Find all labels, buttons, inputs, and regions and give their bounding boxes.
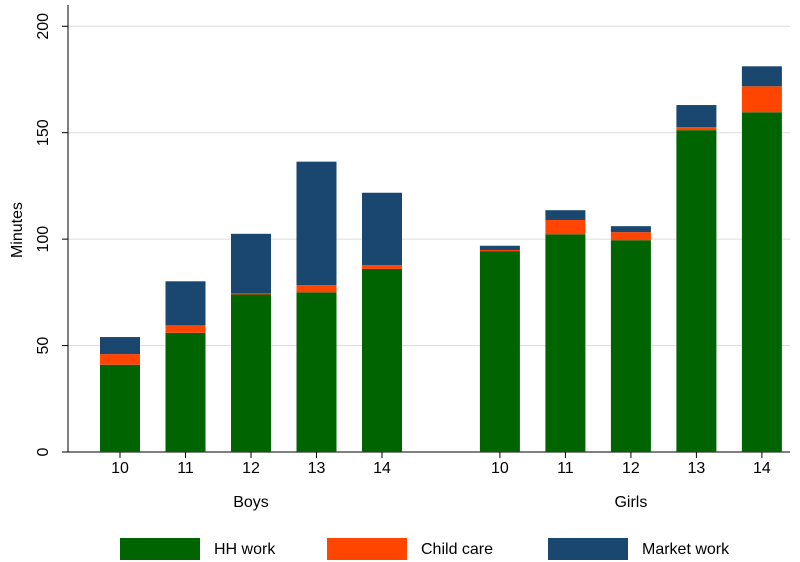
legend-swatch (120, 538, 200, 560)
y-tick-label: 100 (35, 226, 52, 253)
x-tick-label: 13 (308, 460, 326, 477)
legend-label: Child care (421, 541, 493, 558)
bar-segment (545, 234, 586, 452)
y-tick-label: 0 (35, 447, 52, 456)
bar-segment (479, 249, 520, 252)
bar-segment (165, 332, 206, 452)
y-axis-label: Minutes (9, 202, 26, 258)
bar-segment (610, 226, 651, 233)
bar-segment (610, 232, 651, 241)
legend-swatch (327, 538, 407, 560)
bar-segment (100, 364, 140, 452)
bar-segment (100, 354, 140, 365)
bar-segment (741, 112, 782, 452)
bar-segment (231, 233, 271, 294)
bar-segment (362, 268, 402, 452)
bar-segment (479, 245, 520, 250)
bar-segment (296, 285, 337, 293)
bar-segment (231, 293, 271, 295)
bar-segment (479, 251, 520, 452)
bar-segment (362, 192, 402, 266)
bar-segment (545, 210, 586, 220)
bar-segment (165, 325, 206, 333)
x-tick-label: 12 (242, 460, 260, 477)
bar-segment (741, 86, 782, 113)
bar-segment (231, 294, 271, 452)
y-tick-label: 50 (35, 337, 52, 355)
x-tick-label: 13 (688, 460, 706, 477)
bar-segment (362, 265, 402, 269)
legend-label: Market work (642, 541, 730, 558)
bar-segment (676, 105, 717, 128)
bar-segment (545, 219, 586, 235)
bar-segment (741, 66, 782, 87)
x-tick-label: 10 (111, 460, 129, 477)
bar-segment (676, 127, 717, 131)
x-tick-label: 12 (622, 460, 640, 477)
group-label: Girls (614, 494, 647, 511)
x-tick-label: 11 (557, 460, 574, 477)
bar-segment (165, 281, 206, 326)
bar-segment (610, 240, 651, 452)
y-tick-label: 200 (35, 13, 52, 40)
x-tick-label: 14 (373, 460, 391, 477)
x-tick-label: 14 (753, 460, 771, 477)
group-label: Boys (233, 494, 269, 511)
bar-segment (296, 292, 337, 452)
legend-label: HH work (214, 541, 276, 558)
x-tick-label: 11 (177, 460, 194, 477)
bar-segment (100, 337, 140, 355)
legend-swatch (548, 538, 628, 560)
bar-segment (676, 130, 717, 452)
x-tick-label: 10 (491, 460, 509, 477)
y-tick-label: 150 (35, 119, 52, 146)
bar-segment (296, 161, 337, 286)
